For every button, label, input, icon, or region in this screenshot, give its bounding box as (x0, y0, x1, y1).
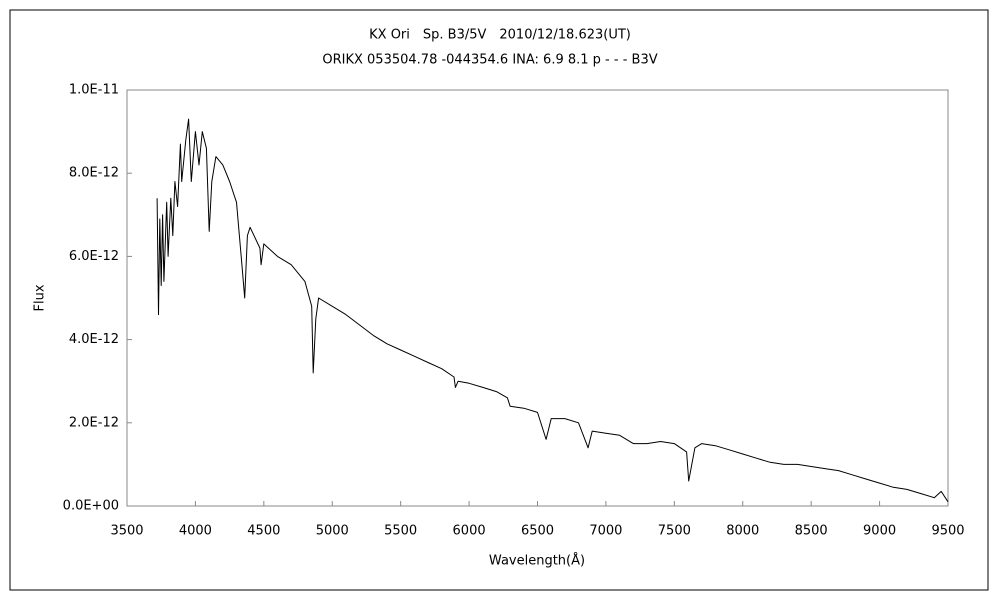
y-tick-label: 1.0E-11 (69, 83, 119, 98)
x-tick-label: 6500 (521, 524, 554, 539)
y-tick-label: 6.0E-12 (69, 249, 119, 264)
spectrum-line (156, 118, 949, 503)
x-tick-label: 4500 (247, 524, 280, 539)
x-tick-label: 4000 (179, 524, 212, 539)
x-tick-label: 8000 (726, 524, 759, 539)
chart-title: KX Ori Sp. B3/5V 2010/12/18.623(UT) (369, 28, 631, 43)
y-tick-label: 8.0E-12 (69, 166, 119, 181)
x-tick-label: 7000 (589, 524, 622, 539)
x-tick-label: 7500 (658, 524, 691, 539)
x-tick-label: 5000 (316, 524, 349, 539)
plot-frame (126, 89, 949, 507)
x-axis-label: Wavelength(Å) (489, 553, 585, 569)
x-tick-label: 8500 (795, 524, 828, 539)
x-tick-label: 9000 (863, 524, 896, 539)
y-tick-label: 2.0E-12 (69, 415, 119, 430)
x-tick-label: 6000 (453, 524, 486, 539)
chart-subtitle: ORIKX 053504.78 -044354.6 INA: 6.9 8.1 p… (322, 53, 657, 68)
y-tick-label: 4.0E-12 (69, 332, 119, 347)
y-tick-label: 0.0E+00 (63, 499, 119, 514)
x-tick-label: 5500 (384, 524, 417, 539)
y-axis-label: Flux (33, 284, 48, 311)
x-tick-label: 9500 (931, 524, 964, 539)
x-tick-label: 3500 (110, 524, 143, 539)
